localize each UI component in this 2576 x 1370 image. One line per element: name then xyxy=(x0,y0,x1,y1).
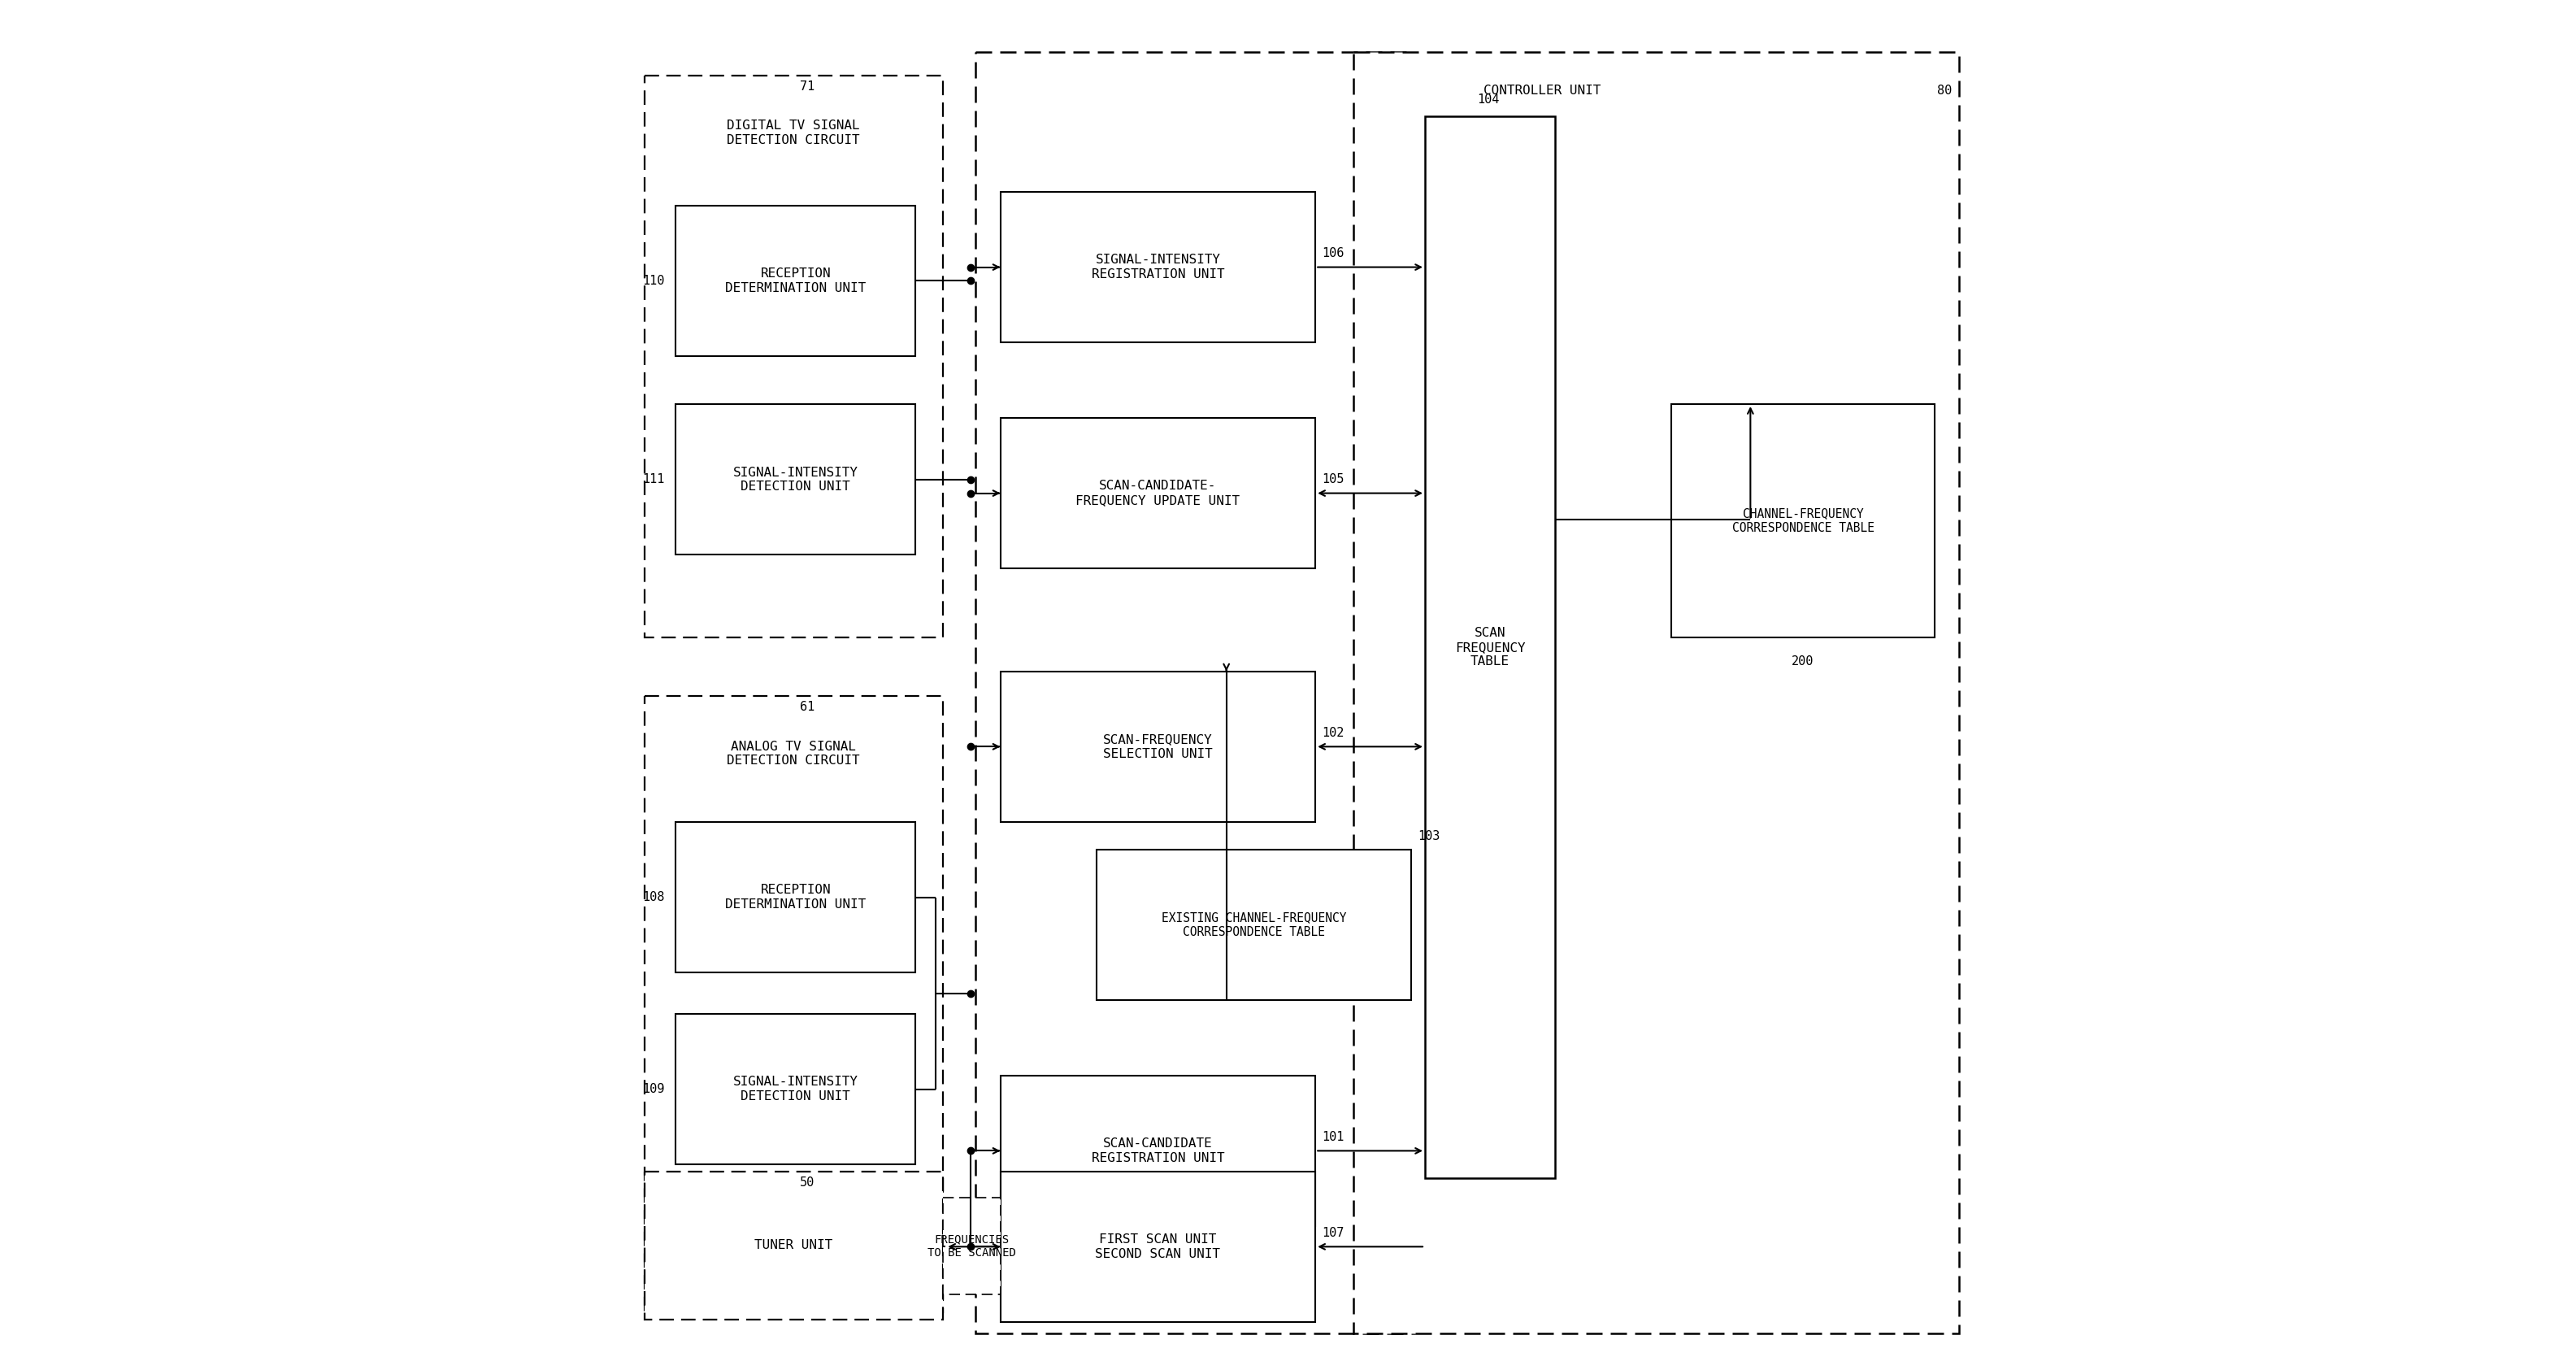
Text: 102: 102 xyxy=(1321,727,1345,738)
Text: 108: 108 xyxy=(641,892,665,903)
Bar xyxy=(675,404,914,555)
Text: RECEPTION
DETERMINATION UNIT: RECEPTION DETERMINATION UNIT xyxy=(726,267,866,295)
Bar xyxy=(675,206,914,356)
Text: DIGITAL TV SIGNAL
DETECTION CIRCUIT: DIGITAL TV SIGNAL DETECTION CIRCUIT xyxy=(726,119,860,147)
Text: 71: 71 xyxy=(799,81,814,92)
Text: FIRST SCAN UNIT
SECOND SCAN UNIT: FIRST SCAN UNIT SECOND SCAN UNIT xyxy=(1095,1233,1221,1260)
Text: SIGNAL-INTENSITY
REGISTRATION UNIT: SIGNAL-INTENSITY REGISTRATION UNIT xyxy=(1092,253,1224,281)
Bar xyxy=(999,192,1316,342)
Bar xyxy=(999,1075,1316,1226)
Text: 200: 200 xyxy=(1793,656,1814,667)
Bar xyxy=(999,418,1316,569)
Text: 106: 106 xyxy=(1321,248,1345,259)
Text: 109: 109 xyxy=(641,1084,665,1095)
Text: 80: 80 xyxy=(1937,85,1953,96)
Bar xyxy=(644,1171,943,1319)
Text: 101: 101 xyxy=(1321,1132,1345,1143)
Text: SCAN-CANDIDATE-
FREQUENCY UPDATE UNIT: SCAN-CANDIDATE- FREQUENCY UPDATE UNIT xyxy=(1077,480,1239,507)
Text: 111: 111 xyxy=(641,474,665,485)
Text: SIGNAL-INTENSITY
DETECTION UNIT: SIGNAL-INTENSITY DETECTION UNIT xyxy=(734,1075,858,1103)
Bar xyxy=(999,671,1316,822)
Text: SCAN
FREQUENCY
TABLE: SCAN FREQUENCY TABLE xyxy=(1455,627,1525,667)
Bar xyxy=(999,1171,1316,1322)
Bar xyxy=(976,52,1414,1333)
Text: SCAN-CANDIDATE
REGISTRATION UNIT: SCAN-CANDIDATE REGISTRATION UNIT xyxy=(1092,1137,1224,1164)
Text: 61: 61 xyxy=(799,701,814,712)
Text: 105: 105 xyxy=(1321,474,1345,485)
Bar xyxy=(1097,849,1412,1000)
Bar xyxy=(1425,116,1556,1178)
Bar xyxy=(675,1014,914,1164)
Text: CHANNEL-FREQUENCY
CORRESPONDENCE TABLE: CHANNEL-FREQUENCY CORRESPONDENCE TABLE xyxy=(1731,507,1875,534)
Text: 107: 107 xyxy=(1321,1228,1345,1238)
Text: 50: 50 xyxy=(799,1177,814,1188)
Bar xyxy=(644,75,943,637)
Bar xyxy=(644,696,943,1312)
Bar xyxy=(1355,52,1960,1333)
Text: FREQUENCIES
TO BE SCANNED: FREQUENCIES TO BE SCANNED xyxy=(927,1234,1015,1259)
Bar xyxy=(1672,404,1935,637)
Text: 104: 104 xyxy=(1476,93,1499,105)
Text: CONTROLLER UNIT: CONTROLLER UNIT xyxy=(1484,85,1602,96)
Text: SIGNAL-INTENSITY
DETECTION UNIT: SIGNAL-INTENSITY DETECTION UNIT xyxy=(734,466,858,493)
Bar xyxy=(675,822,914,973)
Text: 103: 103 xyxy=(1419,830,1440,843)
Text: EXISTING CHANNEL-FREQUENCY
CORRESPONDENCE TABLE: EXISTING CHANNEL-FREQUENCY CORRESPONDENC… xyxy=(1162,911,1347,938)
Text: SCAN-FREQUENCY
SELECTION UNIT: SCAN-FREQUENCY SELECTION UNIT xyxy=(1103,733,1213,760)
Text: TUNER UNIT: TUNER UNIT xyxy=(755,1240,832,1251)
Text: ANALOG TV SIGNAL
DETECTION CIRCUIT: ANALOG TV SIGNAL DETECTION CIRCUIT xyxy=(726,740,860,767)
Text: RECEPTION
DETERMINATION UNIT: RECEPTION DETERMINATION UNIT xyxy=(726,884,866,911)
Bar xyxy=(943,1197,999,1295)
Text: 110: 110 xyxy=(641,275,665,286)
